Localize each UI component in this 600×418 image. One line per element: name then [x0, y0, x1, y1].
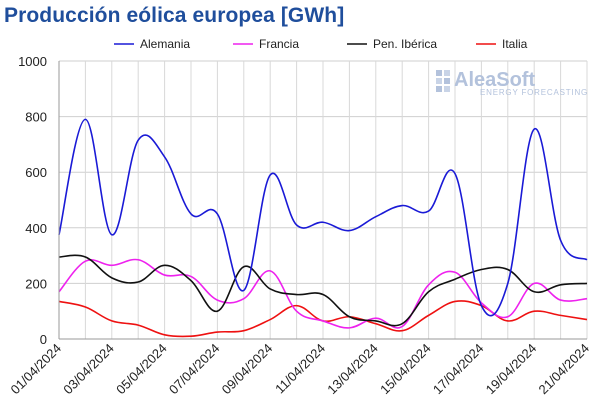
- x-tick-label: 19/04/2024: [483, 341, 540, 398]
- legend-label-pen-iberica: Pen. Ibérica: [373, 37, 437, 51]
- x-tick-label: 17/04/2024: [430, 341, 487, 398]
- y-tick-label: 200: [25, 276, 47, 291]
- y-tick-label: 600: [25, 165, 47, 180]
- x-tick-label: 09/04/2024: [219, 341, 276, 398]
- y-tick-label: 800: [25, 110, 47, 125]
- x-tick-label: 13/04/2024: [324, 341, 381, 398]
- x-tick-label: 11/04/2024: [272, 341, 328, 397]
- gridlines: [58, 60, 588, 340]
- x-tick-label: 21/04/2024: [535, 341, 592, 398]
- y-tick-label: 400: [25, 221, 47, 236]
- y-tick-label: 1000: [18, 54, 47, 69]
- series-line-pen-iberica: [58, 254, 588, 327]
- x-tick-label: 07/04/2024: [166, 341, 223, 398]
- x-tick-label: 15/04/2024: [377, 341, 434, 398]
- x-tick-label: 01/04/2024: [7, 341, 64, 398]
- logo-tagline: ENERGY FORECASTING: [480, 88, 588, 97]
- legend: Alemania Francia Pen. Ibérica Italia: [114, 37, 528, 51]
- x-axis-tick-labels: 01/04/202403/04/202405/04/202407/04/2024…: [7, 341, 592, 398]
- aleasoft-logo: AleaSoft ENERGY FORECASTING: [436, 69, 588, 97]
- axes: [58, 61, 587, 340]
- y-axis-tick-labels: 0 200 400 600 800 1000: [18, 54, 47, 347]
- logo-mark-icon: [436, 70, 450, 92]
- legend-label-italia: Italia: [502, 37, 528, 51]
- legend-label-francia: Francia: [259, 37, 299, 51]
- chart-title: Producción eólica europea [GWh]: [4, 4, 345, 27]
- y-tick-label: 0: [40, 332, 47, 347]
- series-line-alemania: [58, 118, 588, 317]
- series-line-francia: [58, 258, 588, 329]
- x-tick-label: 03/04/2024: [60, 341, 117, 398]
- logo-name: AleaSoft: [454, 69, 535, 91]
- x-tick-label: 05/04/2024: [113, 341, 170, 398]
- series-lines: [58, 118, 588, 338]
- legend-label-alemania: Alemania: [140, 37, 190, 51]
